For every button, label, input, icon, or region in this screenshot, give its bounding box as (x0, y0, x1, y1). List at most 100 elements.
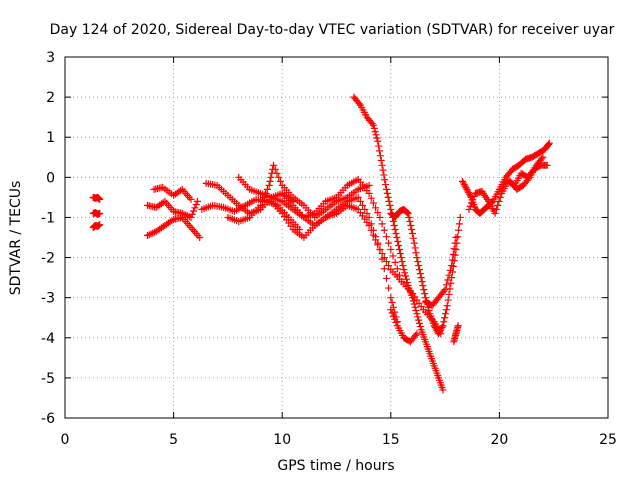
data-point (372, 204, 380, 212)
data-point (370, 124, 378, 132)
data-point (415, 266, 423, 274)
y-tick-label: -2 (41, 251, 55, 267)
data-point (396, 250, 404, 258)
data-point (96, 221, 104, 229)
data-point (538, 155, 546, 163)
data-point (414, 258, 422, 266)
data-point (275, 173, 283, 181)
data-point (419, 282, 427, 290)
series-arc4 (144, 197, 201, 221)
data-point (442, 306, 450, 314)
data-point (400, 266, 408, 274)
data-point (187, 213, 195, 221)
data-point (196, 234, 204, 241)
series-arc13 (350, 93, 447, 394)
data-point (442, 281, 450, 289)
x-tick-labels: 0 5 10 15 20 25 (61, 432, 617, 448)
data-point (387, 246, 395, 254)
series-arc19 (465, 161, 551, 217)
y-axis-label: SDTVAR / TECUs (8, 181, 24, 296)
series-arc5 (144, 213, 204, 241)
data-point (369, 121, 377, 129)
data-point (425, 307, 433, 315)
data-point (386, 201, 394, 209)
y-tick-label: 3 (46, 50, 55, 66)
data-point (376, 213, 384, 221)
data-point (192, 201, 200, 209)
data-point (256, 201, 264, 209)
data-point (440, 287, 448, 295)
data-point (402, 275, 410, 283)
data-point (368, 120, 376, 128)
data-point (367, 220, 375, 228)
data-point (395, 242, 403, 250)
y-tick-labels: -6 -5 -4 -3 -2 -1 0 1 2 3 (41, 50, 55, 427)
x-tick-label: 0 (61, 432, 70, 448)
data-point (96, 195, 104, 203)
data-point (385, 262, 393, 270)
data-point (409, 229, 417, 237)
data-point (454, 322, 462, 330)
data-point (390, 221, 398, 229)
data-point (403, 209, 411, 217)
data-point (415, 319, 423, 327)
data-point (539, 153, 547, 161)
data-point (543, 161, 551, 169)
data-point (378, 220, 386, 228)
data-point (384, 193, 392, 201)
data-point (372, 131, 380, 139)
data-point (409, 234, 417, 242)
data-point (397, 254, 405, 262)
data-point (412, 331, 420, 339)
y-tick-label: -4 (41, 331, 55, 347)
data-point (411, 244, 419, 252)
y-tick-label: -1 (41, 210, 55, 226)
data-point (444, 276, 452, 284)
data-point (406, 217, 414, 225)
data-point (365, 213, 373, 221)
data-point (187, 195, 195, 203)
data-point (367, 194, 375, 202)
data-point (408, 225, 416, 233)
data-point (355, 100, 363, 108)
data-point (470, 193, 478, 201)
data-point (403, 278, 411, 286)
data-point (413, 310, 421, 318)
data-point (381, 176, 389, 184)
data-point (525, 175, 533, 183)
data-point (401, 269, 409, 277)
data-point (452, 234, 460, 241)
data-point (439, 322, 447, 330)
data-point (361, 205, 369, 213)
data-point (365, 189, 373, 197)
data-point (441, 286, 449, 294)
data-point (385, 197, 393, 205)
data-point (448, 256, 456, 264)
x-tick-label: 25 (599, 432, 617, 448)
data-point (267, 173, 275, 181)
data-point (382, 185, 390, 193)
data-point (365, 181, 373, 189)
data-point (466, 192, 474, 200)
data-point (270, 161, 278, 169)
data-point (382, 274, 390, 282)
data-point (455, 220, 463, 228)
series-arc2 (89, 209, 104, 218)
data-point (455, 226, 463, 234)
data-point (387, 294, 395, 302)
data-point (378, 255, 386, 263)
data-point (451, 239, 459, 247)
x-tick-label: 5 (169, 432, 178, 448)
data-point (190, 207, 198, 215)
data-point (416, 270, 424, 278)
data-point (374, 209, 382, 217)
data-point (375, 142, 383, 150)
data-point (369, 226, 377, 234)
data-point (495, 197, 503, 205)
data-point (496, 193, 504, 201)
data-point (449, 250, 457, 258)
data-point (409, 297, 417, 305)
data-point (447, 279, 455, 287)
data-point (385, 284, 393, 292)
